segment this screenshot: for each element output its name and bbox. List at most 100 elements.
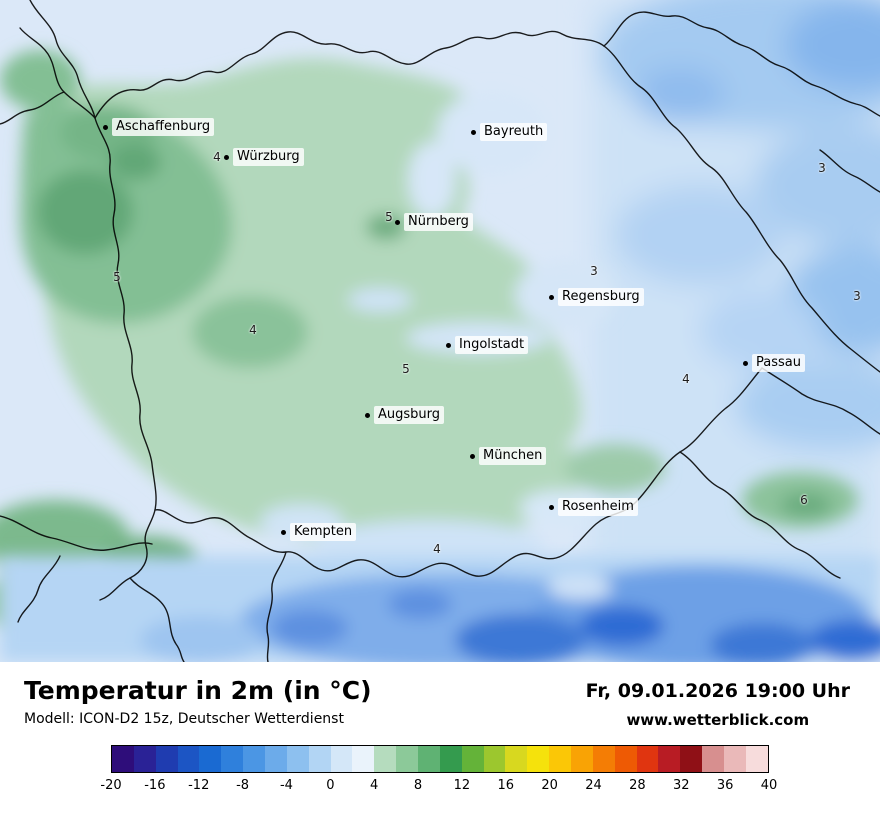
colorbar-tick-label: 16 bbox=[497, 778, 515, 793]
colorbar-segment bbox=[199, 746, 222, 772]
model-info: Modell: ICON-D2 15z, Deutscher Wetterdie… bbox=[24, 711, 344, 727]
colorbar-tick-label: -12 bbox=[188, 778, 210, 793]
colorbar-tick-label: 28 bbox=[629, 778, 646, 793]
city-label: Würzburg bbox=[233, 148, 304, 166]
colorbar-segment bbox=[221, 746, 244, 772]
colorbar-segment bbox=[571, 746, 593, 772]
temperature-field-svg bbox=[0, 0, 880, 662]
city-marker-wrzburg: Würzburg bbox=[224, 148, 304, 166]
city-dot-icon bbox=[103, 124, 108, 130]
temp-value-label: 4 bbox=[249, 323, 257, 337]
city-marker-aschaffenburg: Aschaffenburg bbox=[103, 118, 215, 136]
temp-value-label: 5 bbox=[385, 210, 393, 224]
temperature-colorbar: -20 -16 -12 -8 -4 0 4 8 12 16 20 24 28 32 36 40 bbox=[100, 745, 777, 796]
city-dot-icon bbox=[549, 294, 554, 300]
colorbar-tick-label: 0 bbox=[326, 778, 335, 793]
colorbar-tick-label: -4 bbox=[279, 778, 293, 793]
website-link: www.wetterblick.com bbox=[626, 711, 810, 729]
city-label: Bayreuth bbox=[480, 123, 548, 141]
temp-value-label: 4 bbox=[682, 372, 690, 386]
colorbar-segment bbox=[483, 746, 506, 772]
city-label: Passau bbox=[752, 354, 805, 372]
city-marker-bayreuth: Bayreuth bbox=[471, 123, 548, 141]
colorbar-tick-label: 24 bbox=[585, 778, 602, 793]
footer: Temperatur in 2m (in °C) Modell: ICON-D2… bbox=[0, 662, 880, 830]
colorbar-segment bbox=[549, 746, 572, 772]
city-label: Nürnberg bbox=[404, 213, 473, 231]
city-marker-rosenheim: Rosenheim bbox=[549, 498, 638, 516]
city-marker-ingolstadt: Ingolstadt bbox=[446, 336, 529, 354]
city-dot-icon bbox=[471, 129, 476, 135]
temp-value-label: 5 bbox=[402, 362, 410, 376]
colorbar-segment bbox=[658, 746, 681, 772]
city-dot-icon bbox=[470, 453, 475, 459]
city-label: Regensburg bbox=[558, 288, 644, 306]
colorbar-segment bbox=[680, 746, 703, 772]
colorbar-tick-label: -20 bbox=[100, 778, 122, 793]
blue-field-blobs bbox=[590, 0, 880, 580]
map-title: Temperatur in 2m (in °C) bbox=[24, 676, 372, 705]
colorbar-segment bbox=[243, 746, 266, 772]
city-dot-icon bbox=[281, 529, 286, 535]
temp-value-label: 6 bbox=[800, 493, 808, 507]
colorbar-segment bbox=[286, 746, 309, 772]
city-label: Kempten bbox=[290, 523, 357, 541]
colorbar-segment bbox=[418, 746, 440, 772]
city-dot-icon bbox=[549, 504, 554, 510]
city-marker-regensburg: Regensburg bbox=[549, 288, 644, 306]
colorbar-segment bbox=[308, 746, 331, 772]
colorbar-tick-label: 4 bbox=[370, 778, 379, 793]
colorbar-tick-label: 8 bbox=[413, 778, 423, 793]
colorbar-tick-label: -16 bbox=[144, 778, 166, 793]
colorbar-segment bbox=[330, 746, 353, 772]
city-dot-icon bbox=[395, 219, 400, 225]
city-marker-augsburg: Augsburg bbox=[365, 406, 445, 424]
city-marker-passau: Passau bbox=[743, 354, 805, 372]
city-marker-nrnberg: Nürnberg bbox=[395, 213, 473, 231]
colorbar-segment bbox=[527, 746, 550, 772]
colorbar-segment bbox=[461, 746, 484, 772]
city-marker-kempten: Kempten bbox=[281, 523, 357, 541]
city-label: Ingolstadt bbox=[455, 336, 529, 354]
colorbar-segment bbox=[439, 746, 462, 772]
city-dot-icon bbox=[365, 412, 370, 418]
city-label: Rosenheim bbox=[558, 498, 638, 516]
colorbar-ticks: -20 -16 -12 -8 -4 0 4 8 12 16 20 24 28 32 36 40 bbox=[100, 778, 777, 796]
colorbar-segment bbox=[112, 746, 134, 772]
colorbar-tick-label: 40 bbox=[760, 778, 778, 793]
colorbar-segment bbox=[133, 746, 156, 772]
city-dot-icon bbox=[446, 342, 451, 348]
colorbar-segment bbox=[724, 746, 746, 772]
colorbar-segment bbox=[702, 746, 725, 772]
colorbar-segment bbox=[614, 746, 637, 772]
city-label: Aschaffenburg bbox=[112, 118, 215, 136]
colorbar-tick-label: 20 bbox=[541, 778, 558, 793]
colorbar-segment bbox=[636, 746, 659, 772]
colorbar-segment bbox=[374, 746, 397, 772]
colorbar-scale bbox=[111, 745, 769, 773]
temp-value-label: 3 bbox=[590, 264, 598, 278]
temp-value-label: 3 bbox=[853, 289, 861, 303]
colorbar-segment bbox=[177, 746, 200, 772]
colorbar-tick-label: -8 bbox=[236, 778, 250, 793]
map-area: Aschaffenburg Würzburg Bayreuth Nürnberg Reg… bbox=[0, 0, 880, 662]
colorbar-tick-label: 12 bbox=[453, 778, 471, 793]
temp-value-label: 4 bbox=[213, 150, 221, 164]
footer-right: Fr, 09.01.2026 19:00 Uhr www.wetterblick… bbox=[586, 676, 850, 729]
footer-left: Temperatur in 2m (in °C) Modell: ICON-D2… bbox=[24, 676, 372, 727]
colorbar-segment bbox=[265, 746, 287, 772]
colorbar-tick-label: 32 bbox=[672, 778, 690, 793]
border-lines bbox=[0, 0, 880, 662]
colorbar-segment bbox=[745, 746, 768, 772]
temp-value-label: 3 bbox=[818, 161, 826, 175]
city-dot-icon bbox=[224, 154, 229, 160]
city-marker-mnchen: München bbox=[470, 447, 547, 465]
temp-value-label: 5 bbox=[113, 270, 121, 284]
city-label: München bbox=[479, 447, 547, 465]
colorbar-tick-label: 36 bbox=[716, 778, 734, 793]
colorbar-segment bbox=[155, 746, 178, 772]
city-dot-icon bbox=[743, 360, 748, 366]
alps-blue-blobs bbox=[0, 556, 880, 662]
colorbar-segment bbox=[592, 746, 615, 772]
